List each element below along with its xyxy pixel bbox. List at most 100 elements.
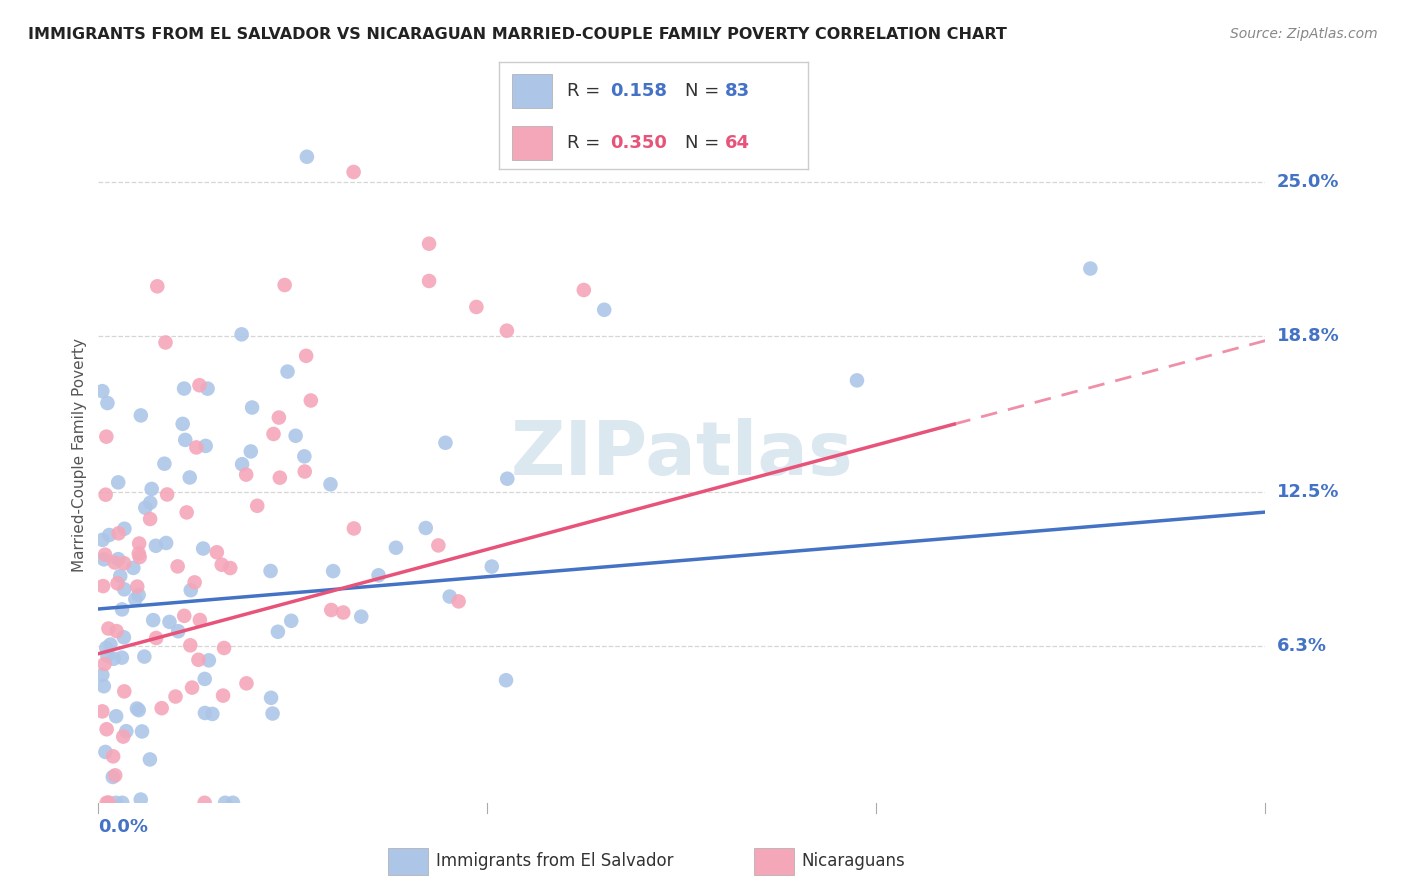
Point xyxy=(172,417,194,431)
Text: 6.3%: 6.3% xyxy=(1277,637,1327,656)
Point xyxy=(439,590,461,604)
Point xyxy=(139,752,162,766)
Text: IMMIGRANTS FROM EL SALVADOR VS NICARAGUAN MARRIED-COUPLE FAMILY POVERTY CORRELAT: IMMIGRANTS FROM EL SALVADOR VS NICARAGUA… xyxy=(28,27,1007,42)
Text: Source: ZipAtlas.com: Source: ZipAtlas.com xyxy=(1230,27,1378,41)
Point xyxy=(112,630,135,644)
Point xyxy=(295,150,318,164)
Text: 18.8%: 18.8% xyxy=(1277,326,1340,344)
Point xyxy=(129,409,152,423)
Point xyxy=(496,472,519,486)
Point xyxy=(165,690,187,704)
FancyBboxPatch shape xyxy=(512,74,551,109)
Point xyxy=(96,648,118,663)
Point xyxy=(180,583,202,598)
Point xyxy=(295,349,318,363)
Point xyxy=(96,396,118,410)
Text: N =: N = xyxy=(685,82,724,100)
Point xyxy=(155,536,177,550)
Text: 0.350: 0.350 xyxy=(610,134,668,152)
Point xyxy=(214,796,236,810)
Point xyxy=(146,279,169,293)
Point xyxy=(91,533,114,547)
Point xyxy=(212,689,235,703)
Point xyxy=(343,165,366,179)
Point xyxy=(98,528,121,542)
Point xyxy=(269,471,291,485)
Point xyxy=(112,582,135,597)
Point xyxy=(125,701,148,715)
Point xyxy=(141,482,163,496)
Point xyxy=(191,541,214,556)
Point xyxy=(107,552,129,566)
Point xyxy=(284,429,307,443)
Text: 0.0%: 0.0% xyxy=(98,818,149,836)
Point xyxy=(112,730,135,744)
Point xyxy=(153,457,176,471)
Point xyxy=(112,522,135,536)
Point xyxy=(267,410,290,425)
Point xyxy=(128,588,150,602)
Point xyxy=(128,546,150,560)
Point xyxy=(100,638,122,652)
Point xyxy=(115,724,138,739)
Text: R =: R = xyxy=(567,82,606,100)
Point xyxy=(246,499,269,513)
Point xyxy=(186,441,208,455)
Y-axis label: Married-Couple Family Poverty: Married-Couple Family Poverty xyxy=(72,338,87,572)
Point xyxy=(194,706,217,720)
Point xyxy=(156,487,179,501)
Point xyxy=(299,393,322,408)
Point xyxy=(267,624,290,639)
Point xyxy=(105,709,128,723)
Point xyxy=(194,796,217,810)
Text: 12.5%: 12.5% xyxy=(1277,483,1340,501)
Point xyxy=(96,429,118,443)
Point xyxy=(350,609,373,624)
Point xyxy=(181,681,204,695)
Point xyxy=(101,770,124,784)
Point xyxy=(124,592,146,607)
Point xyxy=(495,324,517,338)
Point xyxy=(97,622,120,636)
Point xyxy=(235,676,257,690)
Point xyxy=(101,749,124,764)
Point xyxy=(235,467,257,482)
Point xyxy=(240,401,263,415)
Text: N =: N = xyxy=(685,134,724,152)
Point xyxy=(188,378,211,392)
Point xyxy=(197,382,219,396)
Point xyxy=(593,302,616,317)
Point xyxy=(572,283,595,297)
Point xyxy=(332,606,354,620)
Point xyxy=(231,457,253,471)
Point xyxy=(93,657,115,671)
Point xyxy=(465,300,488,314)
Point xyxy=(139,512,162,526)
Text: 83: 83 xyxy=(725,82,749,100)
Point xyxy=(128,703,150,717)
Text: 64: 64 xyxy=(725,134,749,152)
Point xyxy=(447,594,470,608)
Point xyxy=(129,792,152,806)
Point xyxy=(418,236,440,251)
Point xyxy=(134,649,156,664)
Point xyxy=(212,640,235,655)
Point xyxy=(96,640,118,655)
Point xyxy=(173,382,195,396)
Point xyxy=(128,536,150,550)
Point xyxy=(104,768,127,782)
Point xyxy=(134,500,156,515)
Point xyxy=(107,475,129,490)
FancyBboxPatch shape xyxy=(388,848,429,875)
Point xyxy=(415,521,437,535)
Point xyxy=(219,561,242,575)
Point xyxy=(91,668,114,682)
Point xyxy=(122,561,145,575)
Point xyxy=(111,602,134,616)
Point xyxy=(174,433,197,447)
Point xyxy=(321,603,343,617)
Point xyxy=(292,450,315,464)
Point xyxy=(179,470,201,484)
Point xyxy=(111,796,134,810)
Text: ZIPatlas: ZIPatlas xyxy=(510,418,853,491)
